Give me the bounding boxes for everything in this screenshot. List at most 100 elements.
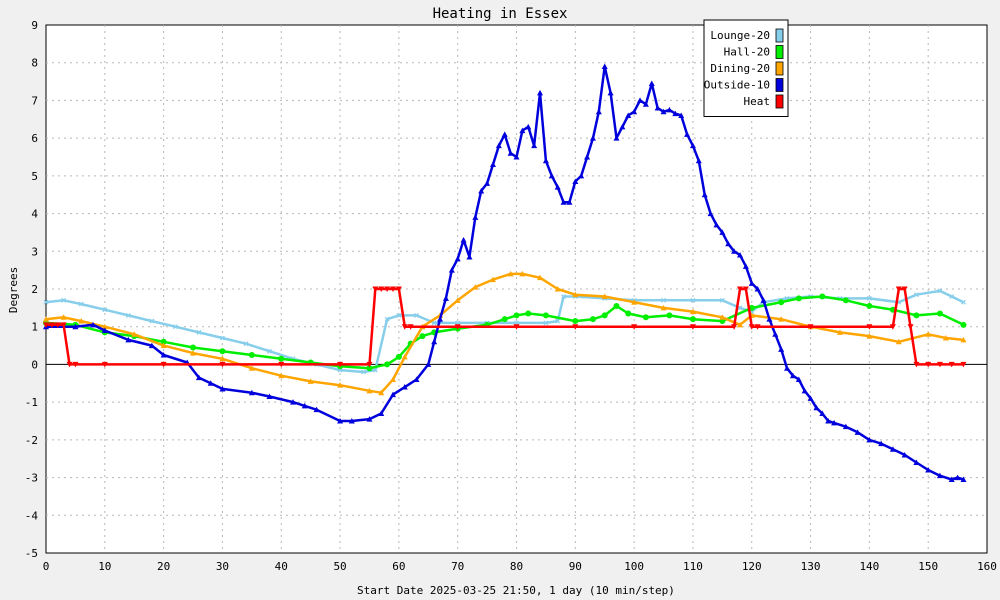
- outside-10-point: [795, 376, 802, 383]
- outside-10-point: [819, 410, 826, 416]
- outside-10-point: [813, 404, 820, 411]
- dining-20-point: [689, 308, 696, 315]
- outside-10-point: [754, 286, 761, 292]
- outside-10-point: [684, 131, 691, 137]
- dining-20-point: [489, 276, 496, 283]
- x-axis-label: Start Date 2025-03-25 21:50, 1 day (10 m…: [357, 584, 675, 597]
- y-tick-label: 1: [31, 321, 38, 334]
- heat-point: [901, 286, 908, 292]
- outside-10-point: [489, 161, 496, 168]
- lounge-20-point: [690, 297, 696, 303]
- y-tick-label: 5: [31, 170, 38, 183]
- x-tick-label: 0: [43, 560, 50, 573]
- legend-box: [703, 19, 789, 117]
- outside-10-point: [748, 280, 755, 286]
- outside-10-point: [613, 135, 620, 141]
- outside-10-point: [589, 135, 596, 141]
- legend: Lounge-20 Hall-20 Dining-20 Outside-10 Heat: [703, 19, 789, 117]
- heat-point: [454, 324, 461, 330]
- dining-20-point: [43, 316, 49, 322]
- heat-point: [366, 361, 373, 368]
- dining-20-point: [472, 284, 479, 290]
- outside-10-point: [778, 346, 785, 352]
- outside-10-point: [466, 253, 473, 260]
- outside-10-point: [760, 297, 767, 303]
- lounge-20-point: [961, 299, 966, 305]
- outside-10-point: [666, 106, 673, 113]
- x-tick-label: 60: [392, 560, 405, 573]
- outside-10-point: [631, 108, 638, 115]
- outside-10-point: [207, 380, 214, 386]
- hall-20-point: [795, 295, 802, 302]
- outside-10-point: [925, 467, 932, 473]
- outside-10-point: [578, 172, 585, 179]
- dining-20-point: [78, 318, 85, 324]
- outside-10-point: [625, 112, 632, 119]
- hall-20-point: [778, 299, 785, 306]
- dining-20-point: [454, 297, 461, 303]
- series-heat: [43, 286, 967, 368]
- heat-point: [631, 324, 638, 330]
- lounge-20-point: [543, 320, 549, 326]
- outside-10-point: [866, 436, 873, 443]
- outside-10-point: [378, 410, 385, 416]
- outside-10-point: [542, 157, 549, 164]
- dining-20-point: [307, 378, 314, 384]
- outside-10-point: [595, 108, 602, 115]
- outside-10-point: [584, 154, 591, 160]
- y-tick-label: 3: [31, 245, 38, 258]
- hall-20-point: [384, 361, 391, 368]
- heat-point: [389, 286, 396, 292]
- lounge-20-point: [414, 312, 419, 318]
- outside-10-point: [695, 157, 702, 164]
- outside-10-point: [525, 123, 532, 130]
- lounge-20-point: [937, 288, 943, 294]
- heat-point: [889, 324, 896, 330]
- lounge-20-point: [78, 301, 84, 307]
- dining-20-point: [378, 389, 385, 396]
- outside-10-point: [707, 210, 714, 217]
- series-hall-20: [43, 293, 967, 372]
- outside-10-point: [678, 112, 685, 119]
- heat-point: [66, 361, 73, 368]
- series-outside-10: [43, 63, 967, 482]
- heat-point: [48, 322, 55, 328]
- legend-label: Hall-20: [724, 46, 770, 59]
- heat-point: [742, 286, 749, 292]
- lounge-20-point: [661, 297, 666, 303]
- outside-10-point: [560, 199, 567, 205]
- dining-20-point: [190, 350, 197, 356]
- outside-10-point: [389, 391, 396, 398]
- lounge-20-point: [384, 316, 390, 322]
- heat-point: [736, 286, 743, 292]
- legend-swatch: [775, 94, 784, 109]
- outside-10-point: [766, 316, 773, 322]
- y-tick-label: -4: [25, 509, 39, 522]
- lounge-20-point: [267, 348, 272, 354]
- outside-10-point: [125, 336, 132, 343]
- outside-10-point: [701, 191, 708, 198]
- y-tick-label: 8: [31, 57, 38, 70]
- dining-20-point: [942, 335, 949, 341]
- x-tick-label: 90: [569, 560, 582, 573]
- outside-10-point: [425, 361, 432, 367]
- outside-10-point: [854, 429, 861, 435]
- heat-point: [43, 322, 49, 328]
- outside-10-point: [101, 327, 108, 333]
- outside-10-point: [689, 142, 696, 149]
- dining-20-point: [248, 365, 255, 371]
- lounge-20-point: [196, 329, 202, 335]
- dining-20-point: [836, 329, 843, 335]
- hall-20-point: [913, 312, 920, 319]
- hall-20-point: [625, 310, 632, 317]
- dining-20-point: [895, 338, 902, 345]
- outside-10-point: [348, 418, 355, 424]
- heat-point: [384, 286, 391, 292]
- outside-10-point: [825, 418, 832, 424]
- heat-point: [907, 324, 914, 330]
- outside-10-point: [642, 101, 649, 107]
- hall-20-point: [936, 310, 943, 317]
- hall-20-point: [395, 353, 402, 360]
- dining-20-point: [866, 333, 873, 339]
- dining-20-point: [631, 299, 638, 305]
